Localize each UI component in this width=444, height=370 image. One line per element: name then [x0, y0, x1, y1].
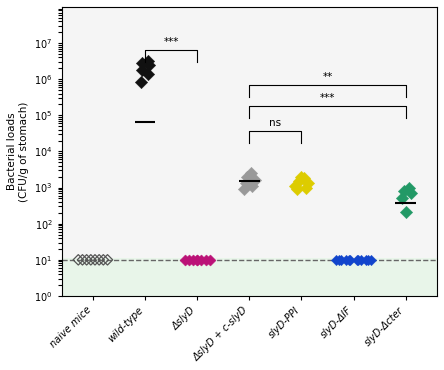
Point [139, 60, 146, 66]
Point [398, 195, 405, 201]
Bar [62, 258, 437, 296]
Point [337, 257, 345, 263]
Point [300, 175, 307, 181]
Point [144, 71, 151, 77]
Point [333, 257, 340, 263]
Point [402, 209, 409, 215]
Point [292, 183, 299, 189]
Point [87, 257, 95, 263]
Point [185, 257, 192, 263]
Point [251, 177, 258, 183]
Point [294, 186, 301, 192]
Text: ***: *** [163, 37, 179, 47]
Point [181, 257, 188, 263]
Point [408, 190, 415, 196]
Point [202, 257, 209, 263]
Point [347, 257, 354, 263]
Point [248, 170, 255, 176]
Point [367, 257, 374, 263]
Point [75, 257, 82, 263]
Y-axis label: Bacterial loads
(CFU/g of stomach): Bacterial loads (CFU/g of stomach) [7, 101, 28, 202]
Point [91, 257, 99, 263]
Point [194, 257, 201, 263]
Point [363, 257, 370, 263]
Point [243, 181, 250, 186]
Point [198, 257, 205, 263]
Point [241, 186, 248, 192]
Point [336, 257, 343, 263]
Point [190, 257, 197, 263]
Point [298, 174, 305, 180]
Point [249, 183, 256, 189]
Text: ns: ns [270, 118, 281, 128]
Point [206, 257, 213, 263]
Point [100, 257, 107, 263]
Point [145, 58, 152, 64]
Point [302, 185, 309, 191]
Point [83, 257, 90, 263]
Point [400, 188, 407, 194]
Point [79, 257, 86, 263]
Point [194, 257, 201, 263]
Text: ***: *** [320, 93, 335, 103]
Point [353, 257, 360, 263]
Point [139, 67, 146, 73]
Point [137, 79, 144, 85]
Point [95, 257, 103, 263]
Text: **: ** [322, 72, 333, 82]
Point [296, 178, 303, 184]
Point [365, 257, 372, 263]
Point [355, 257, 362, 263]
Point [405, 185, 412, 191]
Point [342, 257, 349, 263]
Point [304, 181, 311, 186]
Point [345, 257, 353, 263]
Point [146, 63, 153, 68]
Point [358, 257, 365, 263]
Point [104, 257, 111, 263]
Point [244, 174, 251, 180]
